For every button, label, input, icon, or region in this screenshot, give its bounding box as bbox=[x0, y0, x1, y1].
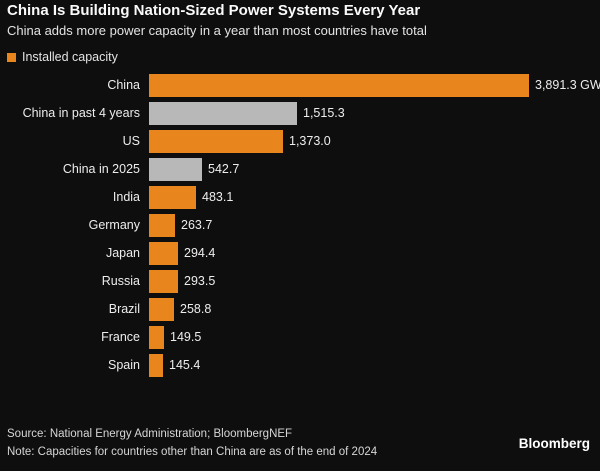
category-label: Spain bbox=[108, 358, 140, 372]
value-label: 1,373.0 bbox=[289, 134, 331, 148]
bar-row: India 483.1 bbox=[0, 183, 600, 211]
bar-row: Germany 263.7 bbox=[0, 211, 600, 239]
category-label: China in 2025 bbox=[62, 162, 140, 176]
bar-row: China in past 4 years 1,515.3 bbox=[0, 99, 600, 127]
bar-track: 542.7 bbox=[149, 157, 600, 181]
bar-track: 263.7 bbox=[149, 213, 600, 237]
bar-track: 293.5 bbox=[149, 269, 600, 293]
note-text: Note: Capacities for countries other tha… bbox=[7, 446, 378, 458]
value-label: 145.4 bbox=[169, 358, 201, 372]
category-label: US bbox=[122, 134, 140, 148]
chart-subtitle: China adds more power capacity in a year… bbox=[7, 23, 427, 38]
value-label: 149.5 bbox=[170, 330, 202, 344]
value-label: 483.1 bbox=[202, 190, 234, 204]
bar-row: France 149.5 bbox=[0, 323, 600, 351]
value-label: 1,515.3 bbox=[303, 106, 345, 120]
value-label: 293.5 bbox=[184, 274, 216, 288]
category-label: Brazil bbox=[108, 302, 140, 316]
bar bbox=[149, 73, 529, 97]
category-label: China bbox=[107, 78, 140, 92]
bar-track: 258.8 bbox=[149, 297, 600, 321]
bar bbox=[149, 241, 178, 265]
bar-track: 3,891.3 GW bbox=[149, 73, 600, 97]
bar-chart: China 3,891.3 GW China in past 4 years 1,51… bbox=[0, 71, 600, 379]
bar bbox=[149, 101, 297, 125]
bar-row: Japan 294.4 bbox=[0, 239, 600, 267]
category-label: Japan bbox=[105, 246, 140, 260]
value-label: 258.8 bbox=[180, 302, 212, 316]
bar-row: US 1,373.0 bbox=[0, 127, 600, 155]
bar-track: 145.4 bbox=[149, 353, 600, 377]
value-label: 3,891.3 GW bbox=[535, 78, 600, 92]
value-label: 263.7 bbox=[181, 218, 213, 232]
category-label: Russia bbox=[101, 274, 140, 288]
category-label: China in past 4 years bbox=[22, 106, 140, 120]
bar bbox=[149, 353, 163, 377]
bar bbox=[149, 213, 175, 237]
legend-swatch-icon bbox=[7, 52, 16, 62]
bar bbox=[149, 325, 164, 349]
value-label: 294.4 bbox=[184, 246, 216, 260]
bar-row: China 3,891.3 GW bbox=[0, 71, 600, 99]
source-text: Source: National Energy Administration; … bbox=[7, 428, 293, 440]
chart-title: China Is Building Nation-Sized Power Sys… bbox=[7, 2, 421, 19]
bloomberg-logo: Bloomberg bbox=[518, 436, 590, 451]
bar bbox=[149, 269, 178, 293]
bar bbox=[149, 129, 283, 153]
bar-track: 1,515.3 bbox=[149, 101, 600, 125]
bar bbox=[149, 297, 174, 321]
bar-track: 149.5 bbox=[149, 325, 600, 349]
bar bbox=[149, 157, 202, 181]
bar-row: Brazil 258.8 bbox=[0, 295, 600, 323]
bar-row: Spain 145.4 bbox=[0, 351, 600, 379]
category-label: France bbox=[101, 330, 140, 344]
bar bbox=[149, 185, 196, 209]
bar-track: 294.4 bbox=[149, 241, 600, 265]
category-label: Germany bbox=[88, 218, 140, 232]
value-label: 542.7 bbox=[208, 162, 240, 176]
bar-track: 483.1 bbox=[149, 185, 600, 209]
bar-row: Russia 293.5 bbox=[0, 267, 600, 295]
legend: Installed capacity bbox=[7, 50, 118, 64]
bar-track: 1,373.0 bbox=[149, 129, 600, 153]
legend-label: Installed capacity bbox=[22, 50, 118, 64]
category-label: India bbox=[112, 190, 140, 204]
bar-row: China in 2025 542.7 bbox=[0, 155, 600, 183]
